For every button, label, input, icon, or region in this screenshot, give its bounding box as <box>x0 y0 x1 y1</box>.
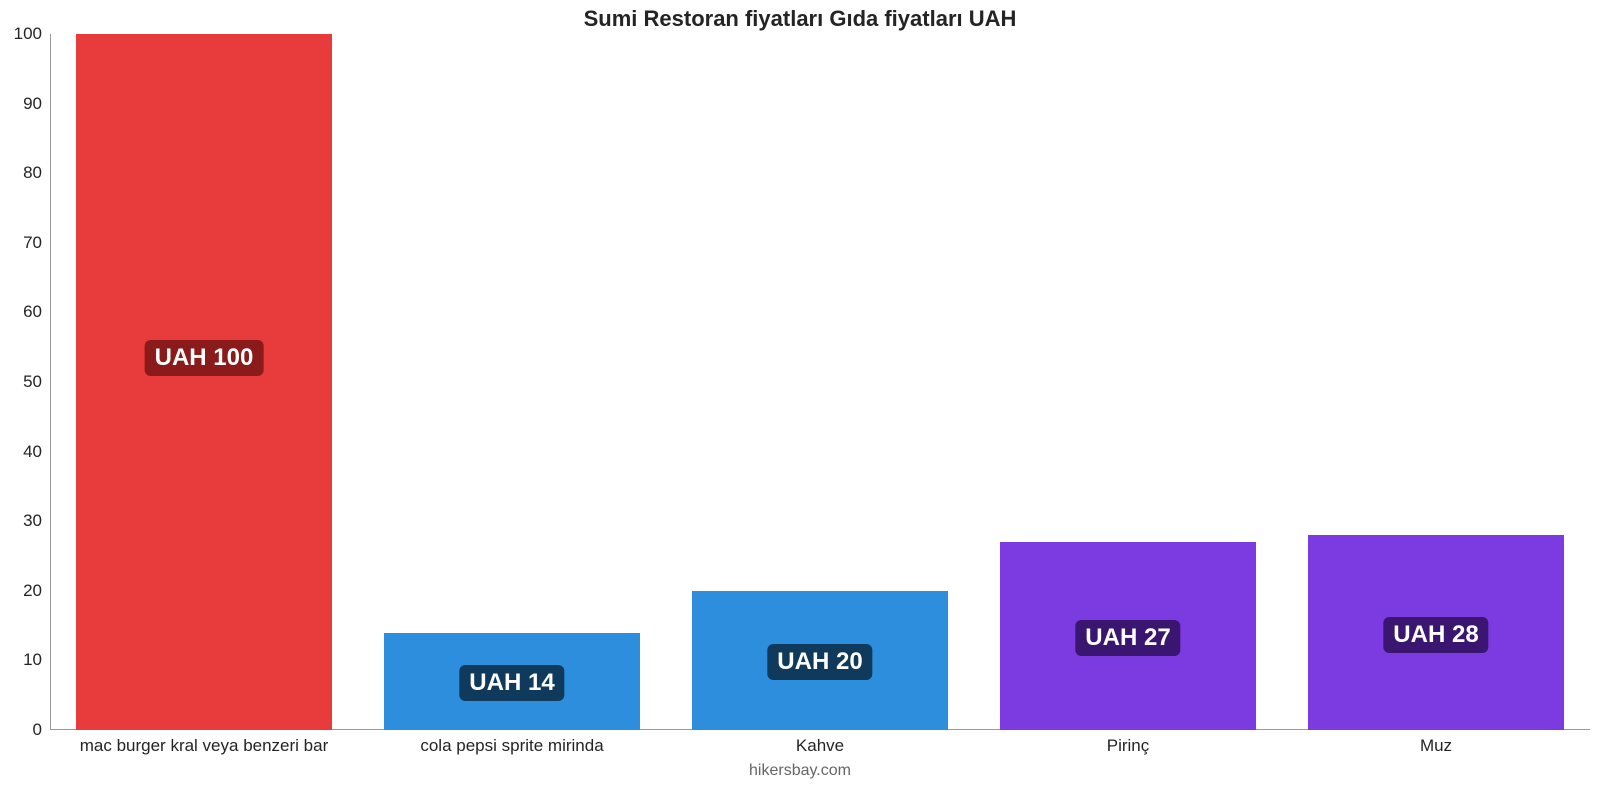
ytick-label: 0 <box>33 720 42 740</box>
ytick-label: 100 <box>14 24 42 44</box>
bar: UAH 27 <box>1000 542 1256 730</box>
ytick-label: 90 <box>23 94 42 114</box>
bar-value-label: UAH 27 <box>1075 620 1180 656</box>
bar: UAH 20 <box>692 591 948 730</box>
ytick-label: 20 <box>23 581 42 601</box>
ytick-label: 30 <box>23 511 42 531</box>
xtick-label: mac burger kral veya benzeri bar <box>80 736 329 756</box>
bar-value-label: UAH 14 <box>459 665 564 701</box>
ytick-label: 10 <box>23 650 42 670</box>
plot-area: 0102030405060708090100UAH 100mac burger … <box>50 34 1590 730</box>
xtick-label: Kahve <box>796 736 844 756</box>
bar: UAH 100 <box>76 34 332 730</box>
xtick-label: Pirinç <box>1107 736 1150 756</box>
xtick-label: cola pepsi sprite mirinda <box>420 736 603 756</box>
bar-value-label: UAH 20 <box>767 644 872 680</box>
ytick-label: 80 <box>23 163 42 183</box>
xtick-label: Muz <box>1420 736 1452 756</box>
ytick-label: 60 <box>23 302 42 322</box>
source-attribution: hikersbay.com <box>0 762 1600 780</box>
bar: UAH 14 <box>384 633 640 730</box>
ytick-label: 50 <box>23 372 42 392</box>
bar: UAH 28 <box>1308 535 1564 730</box>
ytick-label: 70 <box>23 233 42 253</box>
y-axis-line <box>50 34 51 730</box>
ytick-label: 40 <box>23 442 42 462</box>
price-bar-chart: Sumi Restoran fiyatları Gıda fiyatları U… <box>0 0 1600 800</box>
bar-value-label: UAH 28 <box>1383 617 1488 653</box>
chart-title: Sumi Restoran fiyatları Gıda fiyatları U… <box>0 0 1600 32</box>
bar-value-label: UAH 100 <box>145 340 264 376</box>
